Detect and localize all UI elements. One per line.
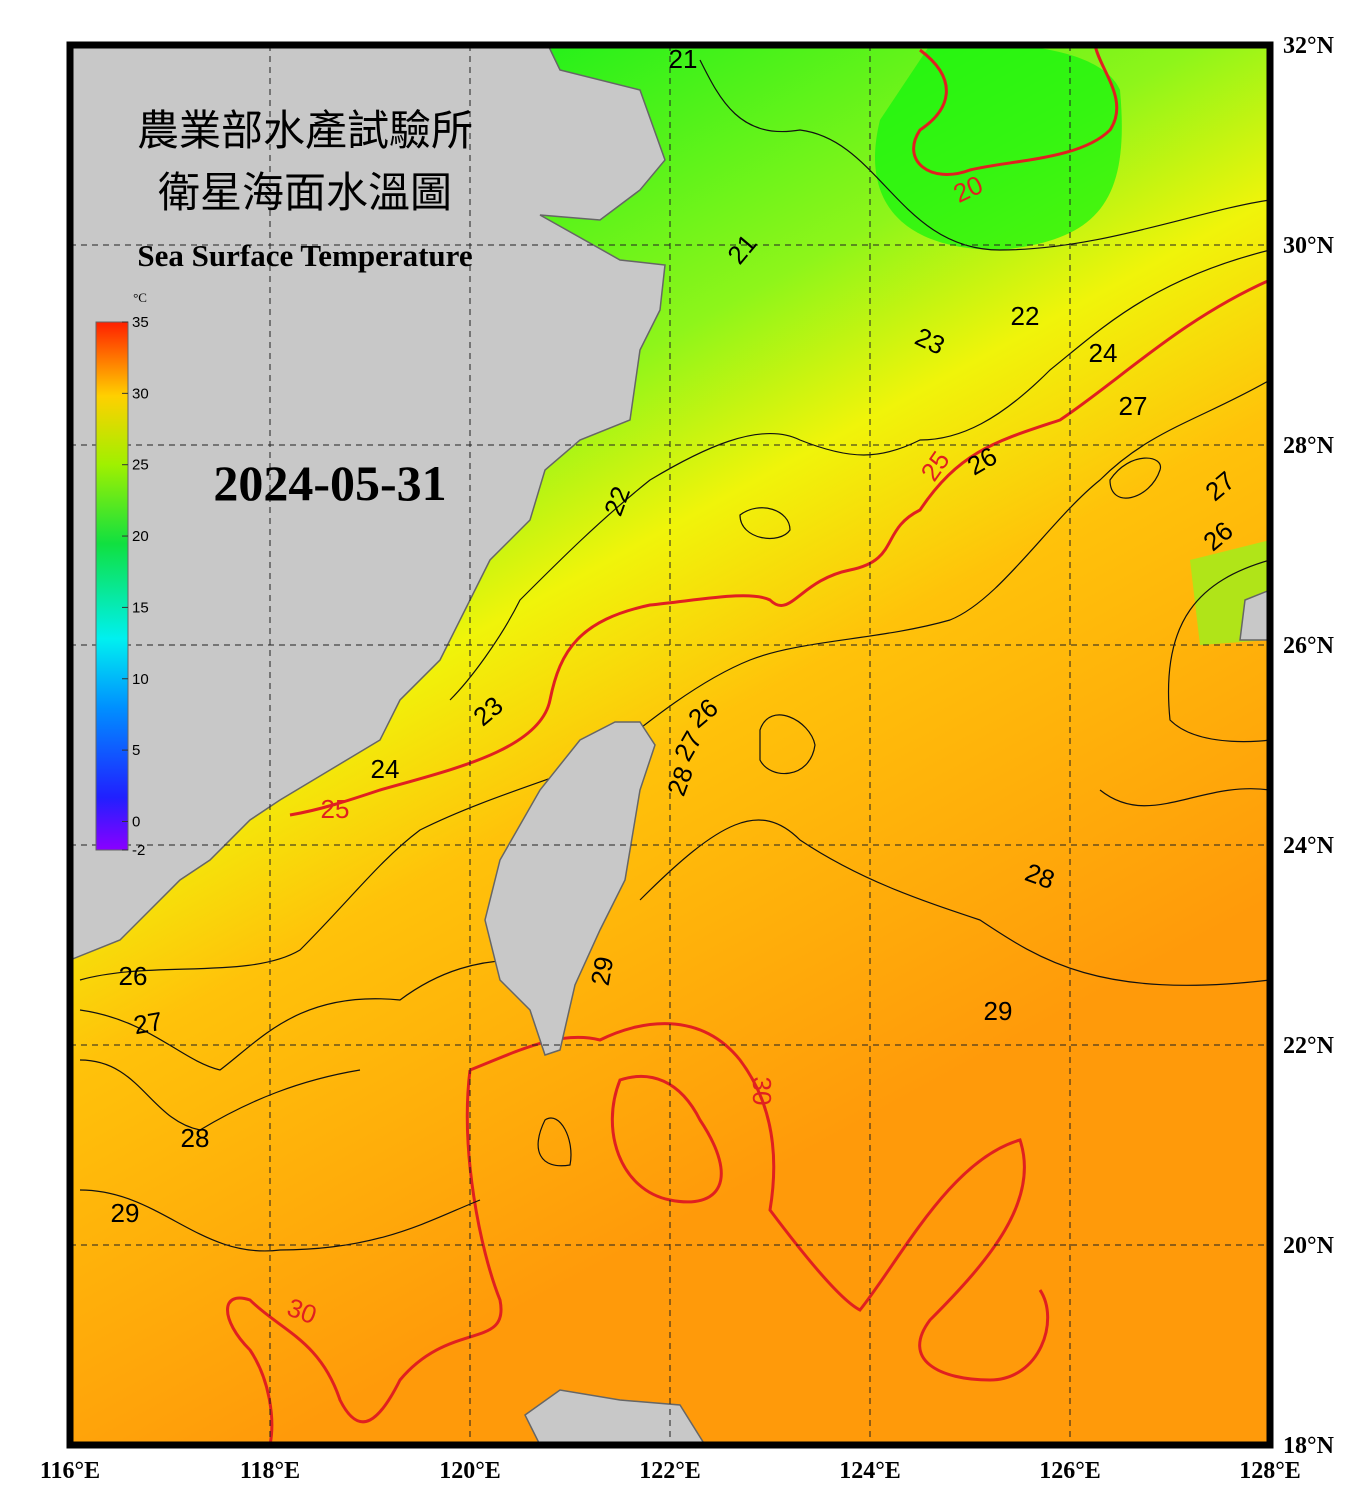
isotherm-red [226, 45, 1270, 1445]
lon-label: 128°E [1239, 1458, 1301, 1484]
contour-label: 29 [984, 996, 1013, 1026]
lon-label: 122°E [639, 1458, 701, 1484]
lat-label: 18°N [1283, 1433, 1335, 1459]
colorbar-tick-label: 25 [132, 457, 149, 474]
title-en: Sea Surface Temperature [137, 238, 472, 273]
china-mainland [70, 45, 666, 961]
contour-label: 26 [119, 961, 148, 991]
lat-label: 28°N [1283, 433, 1335, 459]
lat-label: 26°N [1283, 633, 1335, 659]
colorbar-tick-label: 10 [132, 671, 149, 688]
lon-label: 116°E [40, 1458, 100, 1484]
lon-label: 120°E [439, 1458, 501, 1484]
colorbar-tick-label: 35 [132, 314, 149, 331]
contour-label: 25 [321, 794, 350, 824]
colorbar-tick-label: 5 [132, 742, 140, 759]
lat-label: 22°N [1283, 1033, 1335, 1059]
graticule [70, 45, 1270, 1445]
land [70, 45, 1270, 1445]
colorbar-tick-label: 0 [132, 813, 140, 830]
colorbar-tick-label: 15 [132, 599, 149, 616]
lat-label: 32°N [1283, 33, 1335, 59]
lat-label: 20°N [1283, 1233, 1335, 1259]
contour-label: 27 [131, 1006, 165, 1041]
colorbar-unit: °C [133, 290, 147, 305]
contour-label: 24 [371, 754, 400, 784]
contour-label: 30 [747, 1077, 777, 1106]
contour-label: 27 [1119, 391, 1148, 421]
lat-label: 30°N [1283, 233, 1335, 259]
contour-label: 21 [669, 44, 698, 74]
contour-label: 24 [1089, 338, 1118, 368]
taiwan [484, 721, 656, 1056]
colorbar [95, 321, 129, 851]
colorbar-tick-label: 20 [132, 528, 149, 545]
luzon [524, 1389, 706, 1445]
lon-label: 124°E [839, 1458, 901, 1484]
map-frame [66, 41, 1274, 1449]
colorbar-tick-label: -2 [132, 842, 145, 859]
lat-label: 24°N [1283, 833, 1335, 859]
lon-label: 126°E [1039, 1458, 1101, 1484]
colorbar-tick-label: 30 [132, 385, 149, 402]
contour-label: 29 [585, 954, 620, 988]
contour-label: 28 [181, 1123, 210, 1153]
axis-labels: 116°E 118°E 120°E 122°E 124°E 126°E 128°E18°N 2… [40, 33, 1335, 1484]
title-zh-1: 農業部水產試驗所 [137, 108, 473, 155]
lon-label: 118°E [240, 1458, 300, 1484]
title-zh-2: 衛星海面水溫圖 [158, 171, 452, 217]
contour-label: 22 [1011, 301, 1040, 331]
isotherm-black [79, 59, 1270, 1252]
date: 2024-05-31 [213, 455, 446, 511]
colorbar-ticks: 35 30 25 20 15 10 5 0 -2 [122, 314, 149, 859]
island [1239, 589, 1270, 641]
contour-label: 29 [111, 1198, 140, 1228]
cold-area [875, 45, 1122, 250]
